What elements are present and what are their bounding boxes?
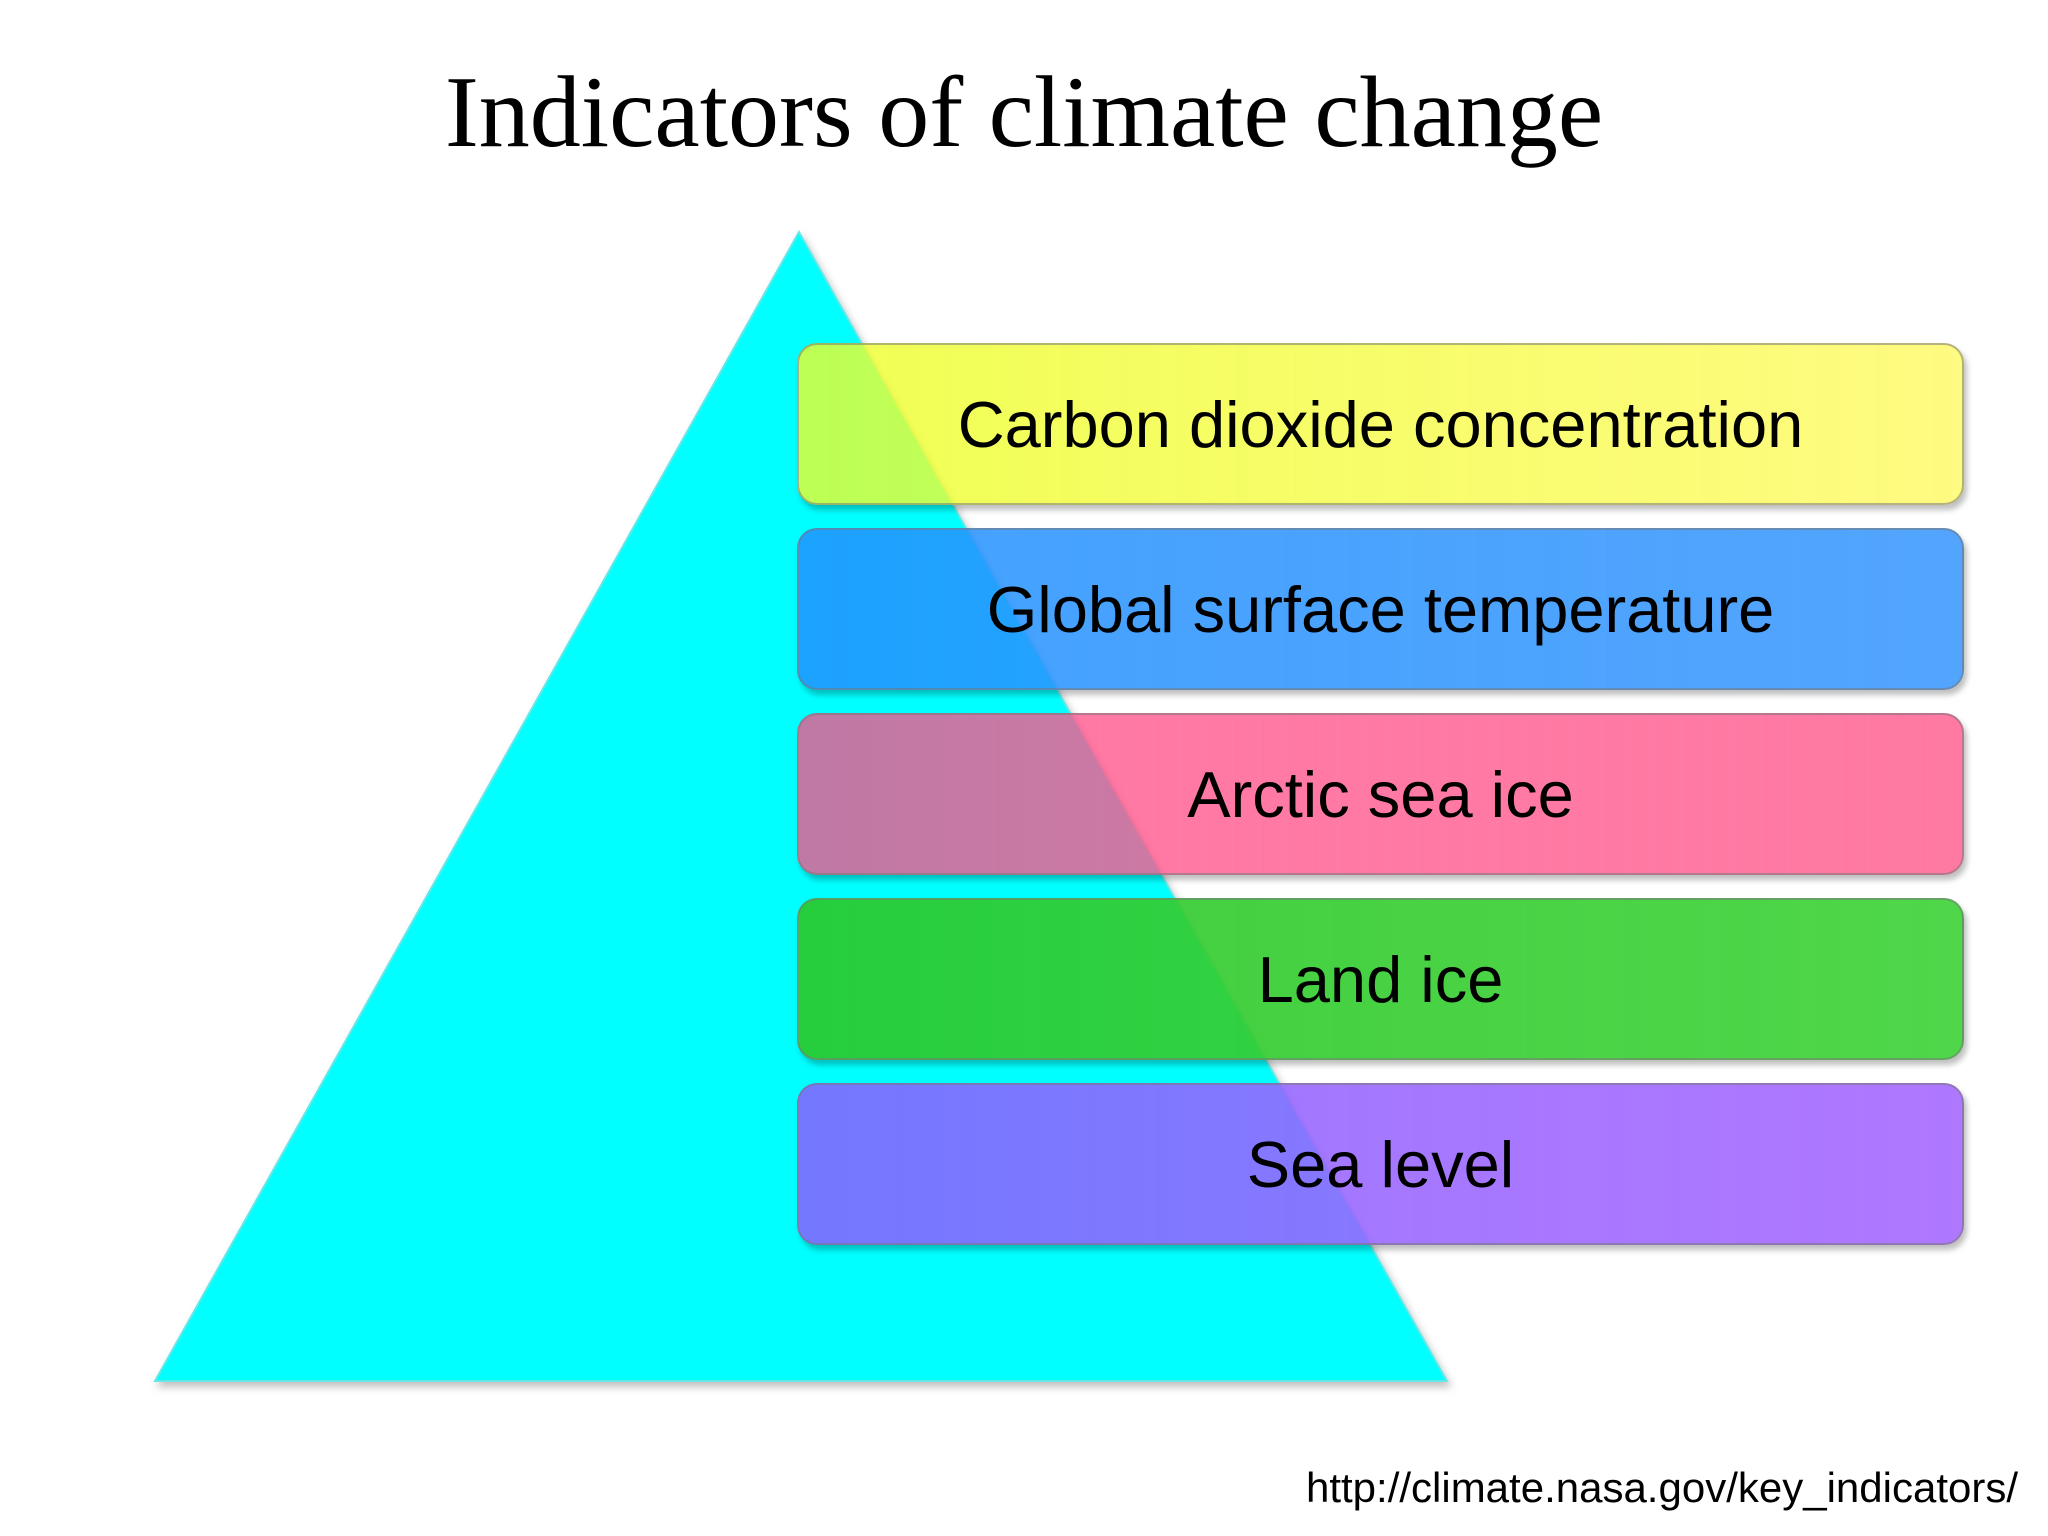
indicator-label: Land ice [1257, 942, 1504, 1016]
indicator-band: Land ice [797, 898, 1964, 1060]
indicator-label: Arctic sea ice [1187, 757, 1574, 831]
indicator-label: Carbon dioxide concentration [957, 387, 1804, 461]
indicator-band: Sea level [797, 1083, 1964, 1245]
indicator-band: Global surface temperature [797, 528, 1964, 690]
slide-title: Indicators of climate change [444, 56, 1604, 169]
indicator-label: Global surface temperature [986, 572, 1775, 646]
indicator-band: Carbon dioxide concentration [797, 343, 1964, 505]
indicator-bands: Carbon dioxide concentration Global surf… [797, 343, 1964, 1268]
indicator-label: Sea level [1246, 1127, 1515, 1201]
source-url[interactable]: http://climate.nasa.gov/key_indicators/ [1305, 1464, 2018, 1511]
indicator-band: Arctic sea ice [797, 713, 1964, 875]
